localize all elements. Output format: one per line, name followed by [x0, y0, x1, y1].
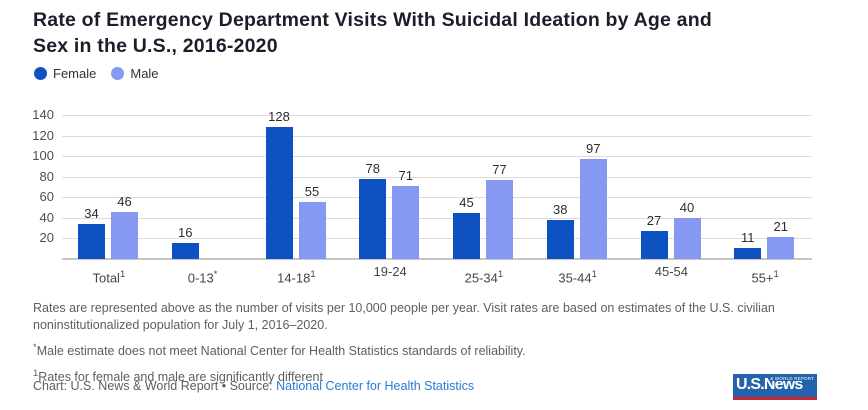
bar-chart-plot-area: 20 40 60 80 100 120 140 34 46 Total1 16 0-13* 128 55 1…	[32, 107, 812, 285]
source-link[interactable]: National Center for Health Statistics	[276, 379, 475, 393]
bar-female-total	[78, 224, 105, 259]
bar-female-45-54	[640, 231, 668, 259]
bar-male-14-18	[298, 202, 326, 259]
value-label-female-35-44: 38	[553, 201, 568, 217]
value-label-female-25-34: 45	[459, 194, 474, 210]
bar-female-55-	[734, 247, 762, 259]
value-label-male-14-18: 55	[304, 184, 320, 200]
y-axis-label: 20	[39, 230, 54, 245]
gridline-40	[62, 218, 812, 219]
y-axis-label: 40	[39, 210, 54, 225]
usnews-logo-subtext: & WORLD REPORT	[770, 376, 814, 381]
value-label-female-0-13: 16	[178, 224, 193, 240]
x-axis-label-total: Total1	[62, 269, 156, 285]
legend-item-female: Female	[34, 66, 96, 81]
value-label-female-19-24: 78	[365, 160, 380, 176]
footnotes: Rates are represented above as the numbe…	[33, 300, 835, 391]
bar-male-35-44	[579, 159, 607, 259]
x-axis-label-text: 0-13	[187, 270, 214, 286]
bar-male-total	[111, 211, 138, 259]
gridline-80	[62, 177, 812, 178]
note-methodology: Rates are represented above as the numbe…	[33, 301, 775, 332]
value-label-male-35-44: 97	[586, 141, 601, 157]
x-axis-label-19-24: 19-24	[343, 264, 437, 279]
y-axis-label: 60	[39, 189, 54, 204]
x-axis-label-25-34: 25-341	[437, 269, 531, 285]
x-axis-label-sup: *	[213, 269, 218, 280]
y-axis-label: 80	[39, 169, 54, 184]
female-swatch-icon	[34, 67, 47, 80]
bar-female-35-44	[546, 219, 574, 259]
value-label-male-19-24: 71	[398, 167, 413, 183]
y-axis-label: 140	[32, 107, 54, 122]
credit-prefix: Chart: U.S. News & World Report • Source…	[33, 379, 277, 393]
chart-title: Rate of Emergency Department Visits With…	[33, 7, 853, 59]
x-axis-label-text: 55+	[751, 270, 774, 286]
x-axis-label-sup: 1	[310, 269, 316, 280]
value-label-female-45-54: 27	[646, 213, 662, 229]
x-axis-label-sup: 1	[773, 269, 779, 280]
value-label-male-total: 46	[117, 193, 132, 209]
legend-item-male: Male	[111, 66, 159, 81]
bar-female-0-13	[171, 242, 199, 259]
value-label-male-55-: 21	[773, 219, 788, 235]
gridline-100	[62, 156, 812, 157]
value-label-male-45-54: 40	[679, 199, 695, 215]
x-axis-label-55-: 55+1	[718, 269, 812, 285]
x-axis-label-text: 19-24	[373, 264, 407, 279]
chart-title-line2: Sex in the U.S., 2016-2020	[33, 35, 278, 57]
note-significance: 1Rates for female and male are significa…	[33, 365, 835, 386]
note-significance-text: Rates for female and male are significan…	[38, 370, 323, 385]
x-axis-label-text: 14-18	[277, 270, 311, 286]
gridline-120	[62, 136, 812, 137]
note-reliability-text: Male estimate does not meet National Cen…	[36, 344, 526, 359]
gridline-20	[62, 238, 812, 239]
x-axis-label-sup: 1	[591, 269, 597, 280]
legend: Female Male	[34, 66, 159, 81]
bar-male-45-54	[673, 217, 701, 259]
x-axis-label-text: 25-34	[464, 270, 498, 286]
bar-female-14-18	[265, 127, 293, 259]
x-axis-label-text: 45-54	[654, 264, 688, 279]
bar-male-25-34	[486, 179, 513, 259]
note-reliability: *Male estimate does not meet National Ce…	[33, 339, 835, 360]
bar-male-55-	[767, 237, 795, 259]
y-axis-label: 100	[32, 148, 54, 163]
x-axis-label-35-44: 35-441	[531, 269, 625, 285]
x-axis-label-sup: 1	[119, 269, 126, 280]
chart-title-line1: Rate of Emergency Department Visits With…	[33, 9, 712, 31]
value-label-female-14-18: 128	[268, 109, 290, 125]
usnews-logo: U.S.News & WORLD REPORT	[733, 374, 817, 400]
gridline-60	[62, 197, 812, 198]
value-label-female-total: 34	[84, 206, 99, 222]
male-swatch-icon	[111, 67, 125, 80]
bar-female-19-24	[359, 178, 387, 259]
gridline-140	[62, 115, 812, 116]
x-axis-label-sup: 1	[497, 269, 504, 280]
credit-line: Chart: U.S. News & World Report • Source…	[33, 379, 474, 393]
y-axis-label: 120	[32, 128, 54, 143]
bar-male-19-24	[392, 185, 420, 259]
value-label-male-25-34: 77	[492, 161, 507, 177]
legend-label-male: Male	[130, 66, 159, 81]
asterisk-mark: *	[33, 342, 37, 353]
x-axis-line	[62, 258, 812, 260]
one-mark: 1	[33, 368, 39, 380]
x-axis-label-45-54: 45-54	[625, 264, 719, 279]
bar-female-25-34	[453, 212, 480, 259]
x-axis-label-text: Total	[92, 270, 120, 286]
x-axis-label-0-13: 0-13*	[156, 269, 250, 285]
x-axis-label-text: 35-44	[558, 270, 592, 286]
value-label-female-55-: 11	[741, 229, 755, 245]
x-axis-label-14-18: 14-181	[250, 269, 344, 285]
legend-label-female: Female	[53, 66, 97, 81]
